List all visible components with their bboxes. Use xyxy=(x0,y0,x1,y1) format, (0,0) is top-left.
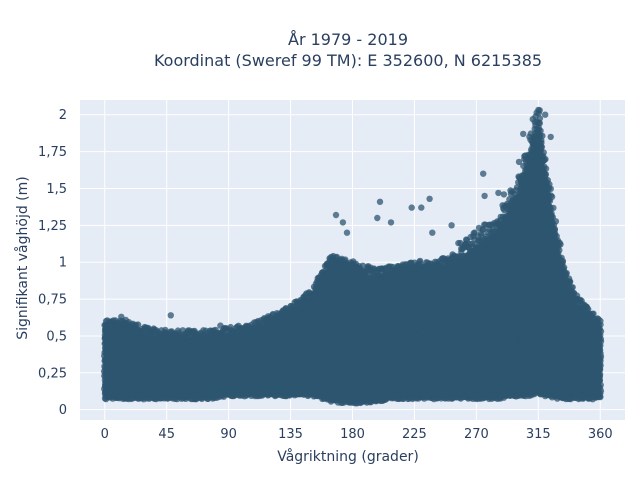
data-points xyxy=(100,106,605,407)
